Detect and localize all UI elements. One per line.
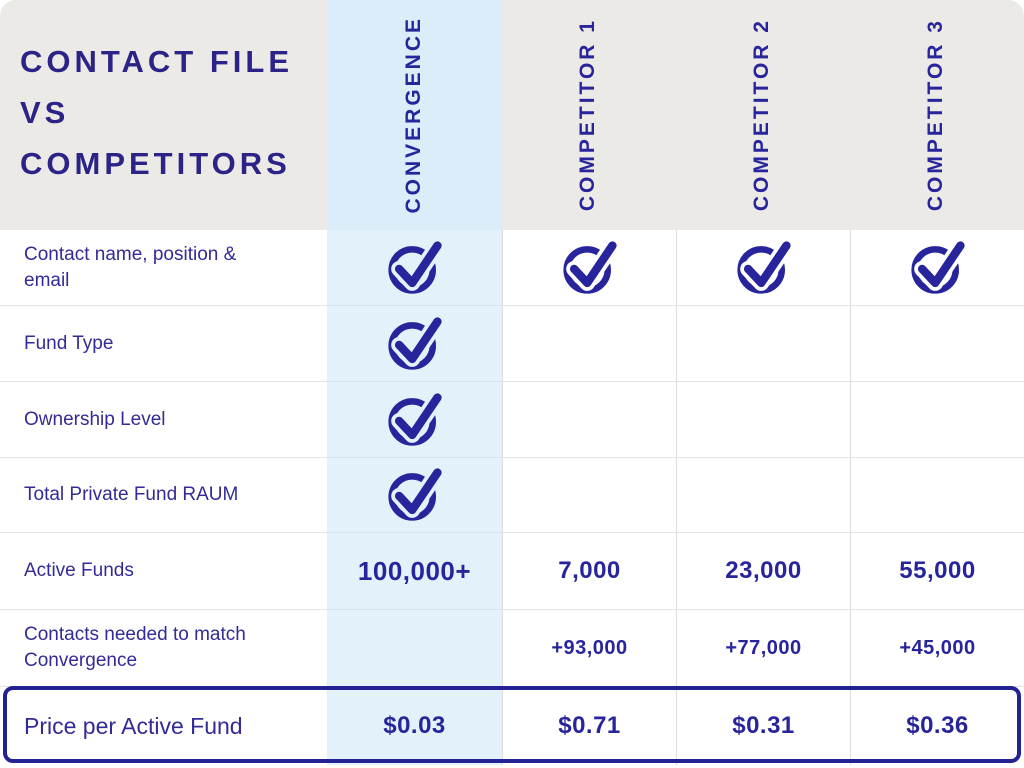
row-label-cell: Total Private Fund RAUM — [0, 458, 327, 533]
competitor-1-value-cell: 7,000 — [502, 533, 676, 610]
cell-value: $0.36 — [906, 712, 969, 739]
competitor-3-value-cell — [850, 458, 1024, 533]
check-circle-icon — [562, 239, 618, 294]
competitor-1-value-cell — [502, 458, 676, 533]
competitor-2-value-cell — [676, 230, 850, 306]
check-wrap — [910, 239, 966, 296]
competitor-1-value-cell: +93,000 — [502, 610, 676, 687]
cell-value: 100,000+ — [357, 555, 472, 586]
row-label-cell: Contact name, position & email — [0, 230, 327, 306]
competitor-2-value-cell: $0.31 — [676, 687, 850, 765]
convergence-value-cell — [327, 382, 502, 458]
convergence-value-cell — [327, 306, 502, 382]
row-label-cell: Price per Active Fund — [0, 687, 327, 765]
cell-value: $0.31 — [732, 712, 795, 739]
check-circle-icon — [387, 391, 443, 446]
column-header-convergence: CONVERGENCE — [327, 0, 502, 230]
column-header-label: CONVERGENCE — [401, 16, 425, 214]
competitor-2-value-cell: 23,000 — [676, 533, 850, 610]
competitor-2-value-cell: +77,000 — [676, 610, 850, 687]
row-label: Price per Active Fund — [24, 713, 243, 739]
page-title: CONTACT FILE VS COMPETITORS — [0, 0, 327, 230]
check-circle-icon — [387, 467, 443, 521]
cell-value: $0.71 — [558, 712, 621, 739]
title-line-1: CONTACT FILE — [20, 44, 294, 79]
row-label: Fund Type — [24, 332, 114, 354]
row-label: Contacts needed to match Convergence — [24, 624, 246, 671]
check-wrap — [387, 391, 443, 448]
title-line-2: VS — [20, 95, 70, 130]
check-wrap — [387, 239, 443, 296]
competitor-3-value-cell — [850, 306, 1024, 382]
cell-value: +45,000 — [899, 636, 976, 659]
column-header-label: COMPETITOR 2 — [750, 18, 773, 212]
convergence-value-cell: 100,000+ — [327, 533, 502, 610]
cell-value: 23,000 — [725, 557, 802, 584]
competitor-1-value-cell — [502, 306, 676, 382]
competitor-3-value-cell — [850, 382, 1024, 458]
cell-value: $0.03 — [383, 712, 446, 739]
convergence-value-cell — [327, 458, 502, 533]
check-wrap — [736, 239, 792, 296]
competitor-1-value-cell — [502, 382, 676, 458]
competitor-3-value-cell — [850, 230, 1024, 306]
competitor-1-value-cell: $0.71 — [502, 687, 676, 765]
row-label: Active Funds — [24, 560, 134, 581]
convergence-value-cell — [327, 610, 502, 687]
column-header-competitor-2: COMPETITOR 2 — [676, 0, 850, 230]
row-label-cell: Active Funds — [0, 533, 327, 610]
cell-value: 7,000 — [558, 557, 621, 584]
row-label: Contact name, position & email — [24, 243, 237, 291]
cell-value: 55,000 — [899, 557, 976, 584]
competitor-2-value-cell — [676, 458, 850, 533]
row-label-cell: Contacts needed to match Convergence — [0, 610, 327, 687]
check-circle-icon — [387, 239, 443, 294]
check-circle-icon — [910, 239, 966, 294]
cell-value: +93,000 — [551, 636, 628, 659]
row-label: Total Private Fund RAUM — [24, 484, 239, 505]
convergence-value-cell — [327, 230, 502, 306]
check-wrap — [387, 467, 443, 523]
convergence-value-cell: $0.03 — [327, 687, 502, 765]
competitor-1-value-cell — [502, 230, 676, 306]
competitor-3-value-cell: +45,000 — [850, 610, 1024, 687]
row-label: Ownership Level — [24, 408, 166, 430]
competitor-2-value-cell — [676, 382, 850, 458]
competitor-2-value-cell — [676, 306, 850, 382]
title-line-3: COMPETITORS — [20, 146, 291, 181]
check-wrap — [387, 315, 443, 372]
row-label-cell: Fund Type — [0, 306, 327, 382]
check-wrap — [562, 239, 618, 296]
cell-value: +77,000 — [725, 636, 802, 659]
column-header-competitor-1: COMPETITOR 1 — [502, 0, 676, 230]
column-header-label: COMPETITOR 1 — [576, 18, 599, 212]
column-header-competitor-3: COMPETITOR 3 — [850, 0, 1024, 230]
competitor-3-value-cell: 55,000 — [850, 533, 1024, 610]
check-circle-icon — [736, 239, 792, 294]
column-header-label: COMPETITOR 3 — [924, 18, 947, 212]
check-circle-icon — [387, 315, 443, 370]
row-label-cell: Ownership Level — [0, 382, 327, 458]
competitor-3-value-cell: $0.36 — [850, 687, 1024, 765]
